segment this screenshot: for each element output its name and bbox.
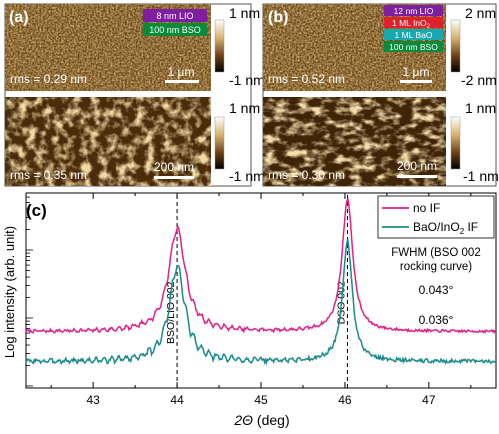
colorbar-a-bottom-min: -1 nm: [229, 168, 265, 184]
afm-image-a-bottom: [5, 97, 211, 186]
colorbar-a-top-min: -1 nm: [229, 72, 265, 88]
colorbar-a-bottom-max: 1 nm: [229, 100, 260, 116]
x-tick-label-3: 46: [338, 393, 352, 407]
legend-a-item-0: 8 nm LIO: [156, 11, 193, 21]
fwhm-if: 0.036°: [419, 313, 454, 327]
colorbar-a-bottom: [214, 116, 225, 170]
x-axis-label: 2Θ (deg): [233, 412, 289, 428]
chart-legend: no IF BaO/InO2 IF: [377, 195, 495, 239]
legend-item-no-if: no IF: [413, 201, 440, 215]
legend-a: 8 nm LIO 100 nm BSO: [143, 9, 207, 36]
panel-label-c: (c): [26, 201, 47, 220]
rms-b-top: rms = 0.52 nm: [268, 72, 345, 86]
legend-b: 12 nm LIO 1 ML InO2 1 ML BaO 100 nm BSO: [384, 5, 443, 52]
y-log-ticks: [26, 196, 33, 387]
rms-b-bottom: rms = 0.30 nm: [268, 168, 345, 182]
colorbar-b-top: [450, 19, 461, 73]
legend-b-swatch-1: [384, 17, 443, 28]
rms-a-bottom: rms = 0.35 nm: [10, 168, 87, 182]
scalebar-a-bottom: [154, 176, 194, 179]
rms-a-top: rms = 0.29 nm: [10, 72, 87, 86]
legend-b-item-3: 100 nm BSO: [389, 42, 438, 52]
fwhm-title-line-2: rocking curve): [400, 261, 472, 273]
colorbar-a-top-max: 1 nm: [229, 5, 260, 21]
afm-image-b-bottom: [263, 97, 446, 186]
xrd-chart: (c) 43 44 45 46 47 BSO/LIO 002 DSO 002 Log in…: [2, 192, 497, 428]
colorbar-b-bottom-max: 1 nm: [465, 100, 496, 116]
x-tick-label-1: 44: [170, 393, 184, 407]
legend-b-item-1: 1 ML InO2: [392, 18, 431, 30]
panel-label-a: (a): [9, 9, 29, 26]
legend-b-item-0: 12 nm LIO: [394, 6, 434, 16]
series-line-1: [25, 239, 497, 366]
scalebar-label-a-top: 1 μm: [168, 65, 195, 79]
scalebar-b-top: [400, 80, 432, 83]
x-tick-label-0: 43: [86, 393, 100, 407]
legend-a-item-1: 100 nm BSO: [149, 25, 201, 35]
scalebar-b-bottom: [397, 175, 437, 178]
legend-b-swatch-3: [384, 41, 443, 52]
series-line-0: [25, 196, 497, 334]
panel-label-b: (b): [268, 9, 288, 26]
fwhm-title-line-1: FWHM (BSO 002: [391, 247, 480, 259]
colorbar-a-top: [214, 19, 225, 73]
panel-b: (b) 12 nm LIO 1 ML InO2 1 ML BaO 100 nm …: [262, 3, 499, 187]
y-axis-label: Log intensity (arb. unit): [2, 226, 17, 358]
series-layer: [25, 196, 497, 366]
scalebar-label-b-top: 1 μm: [403, 65, 430, 79]
fwhm-no-if: 0.043°: [419, 283, 454, 297]
ref-line-label-0: BSO/LIO 002: [165, 281, 177, 344]
scalebar-label-b-bottom: 200 nm: [397, 159, 437, 173]
colorbar-b-top-min: -2 nm: [461, 72, 497, 88]
colorbar-b-bottom: [450, 116, 461, 170]
legend-b-swatch-2: [384, 29, 443, 40]
colorbar-b-bottom-min: -1 nm: [463, 168, 499, 184]
colorbar-b-top-max: 2 nm: [465, 5, 496, 21]
x-tick-label-2: 45: [254, 393, 268, 407]
scalebar-a-top: [165, 80, 199, 83]
legend-b-swatch-0: [384, 5, 443, 16]
x-tick-label-4: 47: [422, 393, 436, 407]
legend-a-swatch-1: [143, 23, 207, 36]
scalebar-label-a-bottom: 200 nm: [154, 160, 194, 174]
panel-a: (a) 8 nm LIO 100 nm BSO rms = 0.29 nm 1 …: [4, 3, 265, 187]
legend-item-if: BaO/InO2 IF: [413, 220, 478, 236]
legend-a-swatch-0: [143, 9, 207, 22]
legend-b-item-2: 1 ML BaO: [395, 30, 433, 40]
